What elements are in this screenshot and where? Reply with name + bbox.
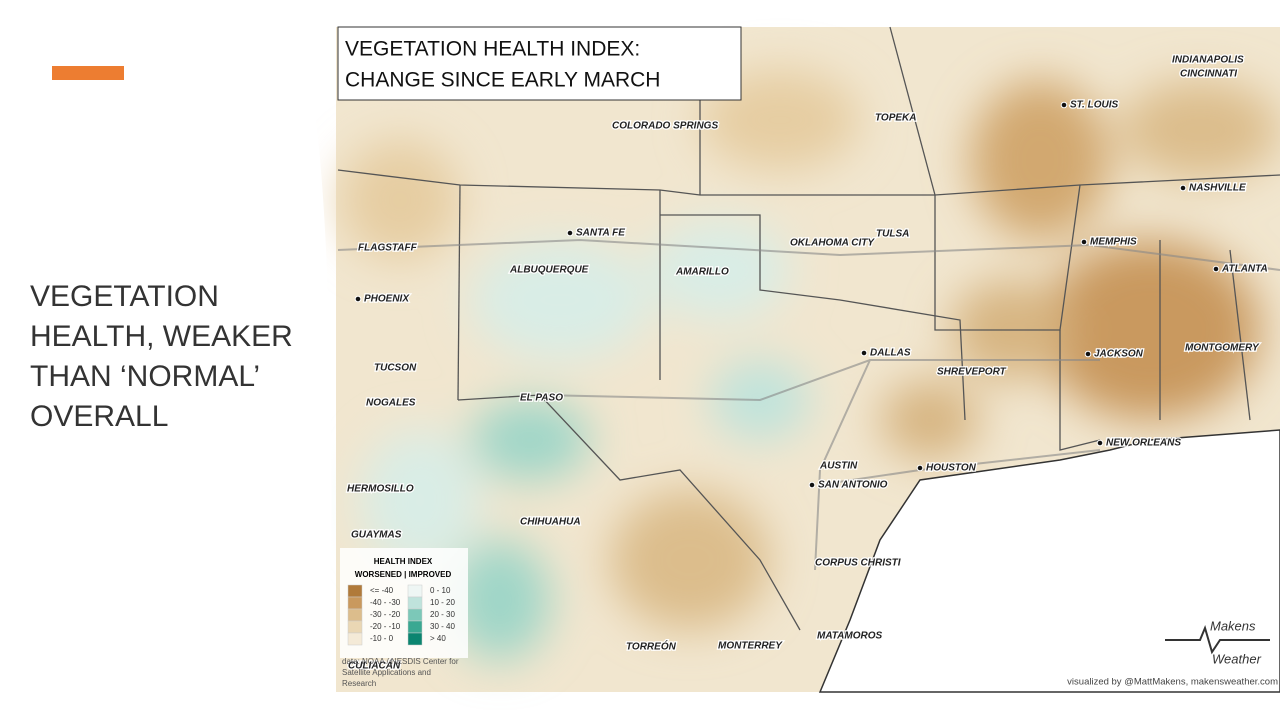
accent-bar	[52, 66, 124, 80]
roads	[337, 238, 1280, 571]
logo-text: Makens	[1210, 618, 1256, 633]
place-label: TUCSON	[374, 363, 417, 374]
logo-text: Weather	[1212, 651, 1262, 666]
place-label: ST. LOUIS	[1070, 100, 1118, 111]
slide-title: VEGETATION	[30, 280, 219, 313]
legend-label: <= -40	[370, 586, 394, 595]
place-label: COLORADO SPRINGS	[612, 121, 718, 132]
place-label: HOUSTON	[926, 463, 977, 474]
source: Research	[342, 679, 376, 688]
legend-label: -10 - 0	[370, 634, 394, 643]
legend-label: 0 - 10	[430, 586, 451, 595]
legend-swatch	[407, 620, 423, 634]
legend-swatch	[347, 596, 363, 610]
place-label: SHREVEPORT	[937, 367, 1007, 378]
map	[336, 26, 1280, 693]
legend-label: 10 - 20	[430, 598, 455, 607]
place-label: SAN ANTONIO	[818, 480, 888, 491]
legend-label: 30 - 40	[430, 622, 455, 631]
city-dot	[1060, 101, 1068, 109]
place-label: MONTGOMERY	[1185, 343, 1260, 354]
legend-swatch	[347, 632, 363, 646]
legend-swatch	[347, 608, 363, 622]
place-label: TORREÓN	[626, 640, 677, 653]
place-label: MEMPHIS	[1090, 237, 1137, 248]
place-label: NOGALES	[366, 398, 416, 409]
legend-swatch	[347, 620, 363, 634]
gulf	[818, 429, 1280, 693]
place-label: MONTERREY	[718, 641, 783, 652]
city-dot	[916, 464, 924, 472]
place-label: CHIHUAHUA	[520, 517, 581, 528]
borders	[337, 26, 1280, 631]
legend-swatch	[407, 584, 423, 598]
place-label: DALLAS	[870, 348, 911, 359]
map-title: CHANGE SINCE EARLY MARCH	[345, 69, 660, 92]
place-label: CINCINNATI	[1180, 69, 1237, 80]
legend-label: > 40	[430, 634, 446, 643]
place-label: FLAGSTAFF	[358, 243, 418, 254]
city-dot	[1212, 265, 1220, 273]
place-label: INDIANAPOLIS	[1172, 55, 1244, 66]
map-title-box	[337, 26, 742, 101]
place-label: AMARILLO	[675, 267, 729, 278]
place-label: CULIACÁN	[348, 659, 401, 672]
legend-swatch	[407, 608, 423, 622]
city-dot	[1096, 439, 1104, 447]
place-label: MATAMOROS	[817, 631, 883, 642]
legend-label: 20 - 30	[430, 610, 455, 619]
place-label: TULSA	[876, 229, 909, 240]
legend-subtitle: WORSENED | IMPROVED	[355, 570, 452, 579]
legend-label: -30 - -20	[370, 610, 401, 619]
place-label: PHOENIX	[364, 294, 410, 305]
slide-title: HEALTH, WEAKER	[30, 320, 293, 353]
slide-title: THAN ‘NORMAL’	[30, 360, 260, 393]
credit: visualized by @MattMakens, makensweather…	[1067, 677, 1278, 688]
legend-swatch	[347, 584, 363, 598]
slide-panel	[0, 0, 332, 720]
place-label: HERMOSILLO	[347, 484, 414, 495]
city-dot	[354, 295, 362, 303]
place-label: GUAYMAS	[351, 530, 402, 541]
slide-title: OVERALL	[30, 400, 168, 433]
legend-swatch	[407, 632, 423, 646]
place-label: SANTA FE	[576, 228, 625, 239]
city-dot	[1084, 350, 1092, 358]
map-title: VEGETATION HEALTH INDEX:	[345, 38, 640, 61]
place-label: OKLAHOMA CITY	[790, 238, 875, 249]
city-dot	[1179, 184, 1187, 192]
city-dot	[1080, 238, 1088, 246]
legend-title: HEALTH INDEX	[374, 557, 433, 566]
place-label: JACKSON	[1094, 349, 1144, 360]
source: Satellite Applications and	[342, 668, 431, 677]
place-label: EL PASO	[520, 393, 563, 404]
place-label: AUSTIN	[819, 461, 858, 472]
place-label: ATLANTA	[1221, 264, 1268, 275]
legend-label: -40 - -30	[370, 598, 401, 607]
logo-mark	[1165, 625, 1270, 655]
legend-swatch	[407, 596, 423, 610]
place-label: NASHVILLE	[1189, 183, 1246, 194]
place-label: ALBUQUERQUE	[509, 265, 589, 276]
city-dot	[860, 349, 868, 357]
city-dot	[566, 229, 574, 237]
place-label: CORPUS CHRISTI	[815, 558, 901, 569]
place-label: NEW ORLEANS	[1106, 438, 1181, 449]
place-label: TOPEKA	[875, 113, 917, 124]
city-dot	[808, 481, 816, 489]
legend-label: -20 - -10	[370, 622, 401, 631]
source: data: NOAA / NESDIS Center for	[342, 657, 459, 666]
